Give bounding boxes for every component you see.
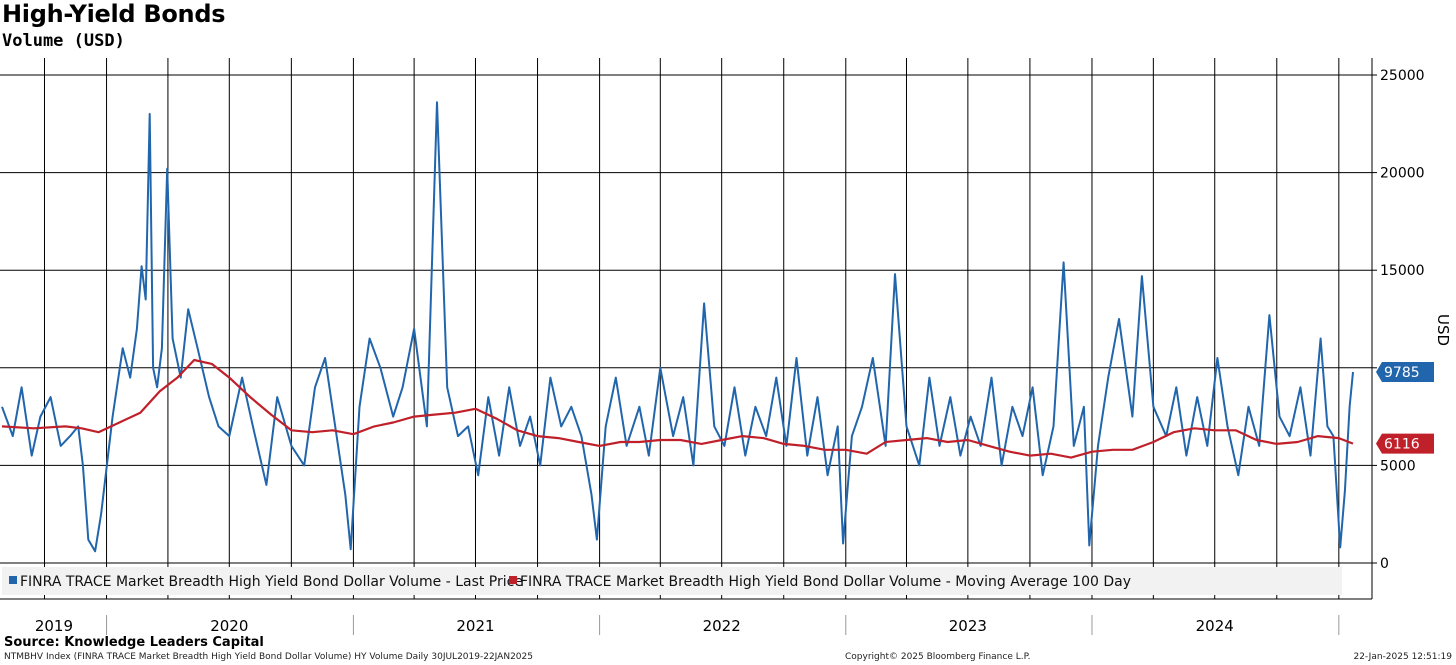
y-tick-label: 5000: [1380, 458, 1416, 474]
source-note: Source: Knowledge Leaders Capital: [4, 635, 264, 650]
legend: FINRA TRACE Market Breadth High Yield Bo…: [2, 567, 1342, 595]
legend-label-price: FINRA TRACE Market Breadth High Yield Bo…: [20, 574, 523, 590]
legend-label-moving-average: FINRA TRACE Market Breadth High Yield Bo…: [520, 574, 1131, 590]
series-lines: [1, 101, 1354, 553]
x-axis-year-band: 2019 2020 2021 2022 2023 2024: [0, 598, 1372, 635]
legend-swatch-moving-average: [509, 576, 517, 584]
badge-moving_average: [1376, 433, 1434, 454]
y-tick-label: 20000: [1380, 166, 1425, 182]
index-description: NTMBHV Index (FINRA TRACE Market Breadth…: [4, 652, 533, 662]
x-year-label: 2023: [949, 617, 987, 635]
legend-swatch-price: [9, 576, 17, 584]
series-line-moving_average: [1, 358, 1354, 459]
badge-label-price: 9785: [1384, 365, 1420, 381]
last-value-badges: 9785 6116: [1376, 361, 1434, 454]
y-tick-label: 15000: [1380, 263, 1425, 279]
badge-price: [1376, 361, 1434, 382]
badge-label-moving_average: 6116: [1384, 437, 1420, 453]
x-year-label: 2024: [1196, 617, 1234, 635]
x-year-label: 2020: [210, 617, 248, 635]
legend-background: [2, 567, 1342, 595]
gridlines: [0, 58, 1373, 599]
y-axis-ticks: 0 5000 15000 20000 25000: [1372, 68, 1425, 572]
y-tick-label: 25000: [1380, 68, 1425, 84]
y-tick-label: 0: [1380, 556, 1389, 572]
chart-title: High-Yield Bonds: [2, 0, 226, 28]
y-axis-label: USD: [1434, 314, 1452, 346]
chart-subtitle: Volume (USD): [2, 31, 125, 51]
copyright-note: Copyright© 2025 Bloomberg Finance L.P.: [845, 652, 1031, 662]
timestamp: 22-Jan-2025 12:51:19: [1353, 652, 1452, 662]
x-year-label: 2021: [456, 617, 494, 635]
x-year-label: 2022: [703, 617, 741, 635]
series-line-price: [1, 101, 1354, 553]
x-year-label: 2019: [35, 617, 73, 635]
